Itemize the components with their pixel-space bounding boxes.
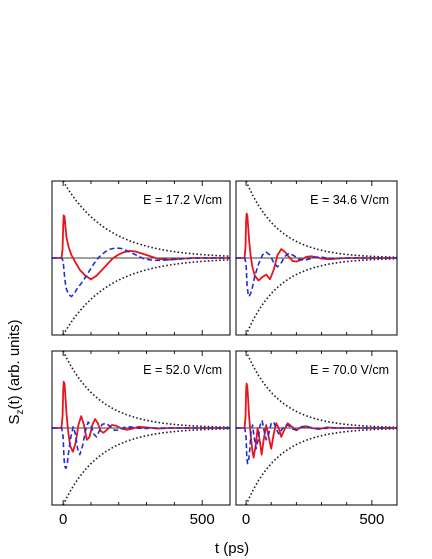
x-axis-label: t (ps) xyxy=(215,540,249,557)
x-tick-label: 500 xyxy=(359,511,384,528)
y-axis-label-main: S xyxy=(6,415,23,425)
panel-4: 0 500 E = 70.0 V/cm xyxy=(235,350,398,528)
panel-field-label: E = 17.2 V/cm xyxy=(143,193,222,207)
envelope-lower xyxy=(62,427,230,505)
dashed-series-line xyxy=(52,421,230,470)
y-axis-label-rest: (t) (arb. units) xyxy=(6,319,23,409)
solid-series-line xyxy=(236,382,397,459)
panel-field-label: E = 52.0 V/cm xyxy=(143,363,222,377)
panel-frame xyxy=(235,350,398,506)
solid-series-line xyxy=(236,212,397,282)
panel-2: E = 34.6 V/cm xyxy=(235,180,398,336)
panel-field-label: E = 34.6 V/cm xyxy=(310,193,389,207)
y-axis-label-subscript: z xyxy=(15,410,26,415)
panel-3: 0 500 E = 52.0 V/cm xyxy=(51,350,231,528)
envelope-upper xyxy=(245,181,397,259)
panels-group: E = 17.2 V/cm E = 34.6 V/cm 0 500 E = 52.0 V… xyxy=(51,180,398,528)
dashed-series-line xyxy=(236,251,397,298)
solid-series-line xyxy=(52,214,230,281)
panel-frame xyxy=(51,180,231,336)
envelope-upper xyxy=(62,351,230,429)
plot-area xyxy=(236,181,397,335)
x-tick-label: 500 xyxy=(190,511,215,528)
x-tick-label: 0 xyxy=(59,511,67,528)
dashed-series-line xyxy=(236,420,397,465)
envelope-lower xyxy=(62,259,230,335)
plot-area xyxy=(236,351,397,505)
plot-area xyxy=(52,181,230,335)
panel-field-label: E = 70.0 V/cm xyxy=(310,363,389,377)
panel-frame xyxy=(235,180,398,336)
envelope-upper xyxy=(245,351,397,429)
plot-area xyxy=(52,351,230,505)
envelope-lower xyxy=(245,257,397,335)
y-axis-label: Sz(t) (arb. units) xyxy=(6,319,26,424)
panel-1: E = 17.2 V/cm xyxy=(51,180,231,336)
dashed-series-line xyxy=(52,247,230,298)
x-tick-label: 0 xyxy=(242,511,250,528)
envelope-lower xyxy=(245,427,397,505)
panel-frame xyxy=(51,350,231,506)
solid-series-line xyxy=(52,380,230,453)
